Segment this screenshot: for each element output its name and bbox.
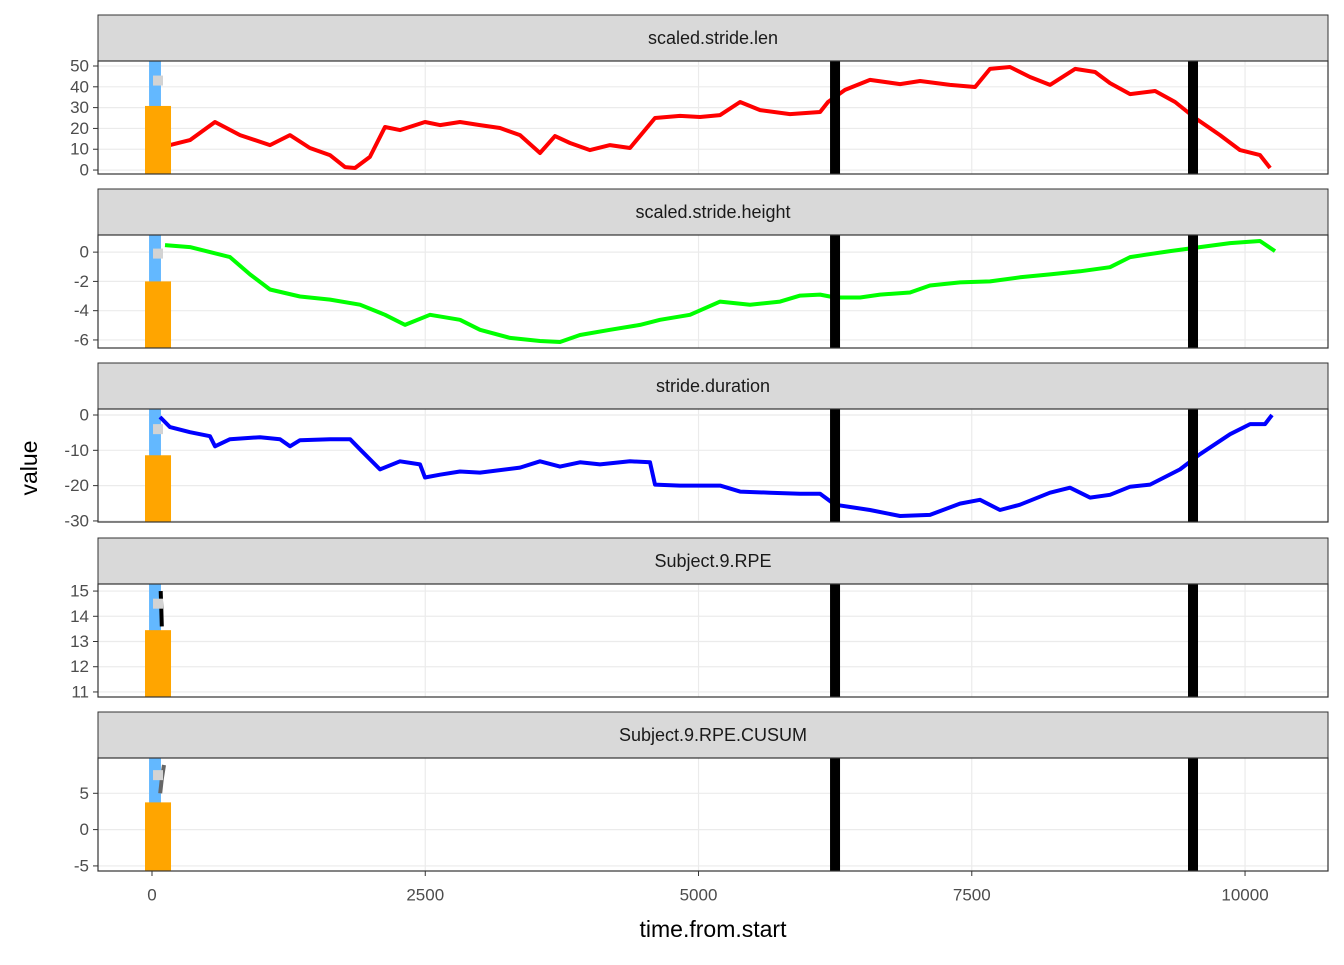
y-tick-label: 40 [70,77,89,96]
bar [145,105,172,174]
panel-background [98,235,1328,348]
x-tick-label: 2500 [406,885,444,904]
point [153,598,164,609]
y-tick-label: -30 [64,511,89,530]
y-tick-label: -20 [64,476,89,495]
strip-label: Subject.9.RPE.CUSUM [619,725,807,745]
y-tick-label: 10 [70,140,89,159]
y-tick-label: -6 [74,330,89,349]
data-line [164,239,1277,344]
y-tick-label: -4 [74,301,89,320]
y-tick-label: -10 [64,441,89,460]
y-tick-label: -5 [74,856,89,875]
y-tick-label: 13 [70,632,89,651]
strip-background [97,188,1329,236]
point [153,75,164,86]
point [153,770,164,781]
strip-background [97,711,1329,759]
y-tick-label: 11 [71,682,89,701]
x-tick-label: 0 [147,885,156,904]
panel-background [98,584,1328,697]
y-tick-label: 0 [80,161,89,180]
panel-border [97,583,1329,698]
strip-label: scaled.stride.len [648,28,778,48]
y-tick-label: 14 [70,607,89,626]
point [153,248,164,259]
y-tick-label: 0 [80,405,89,424]
data-line [158,413,1274,518]
point [153,424,164,435]
panel-background [98,758,1328,871]
y-tick-label: 50 [70,56,89,75]
bar [145,455,172,522]
strip-background [97,14,1329,62]
x-tick-label: 7500 [953,885,991,904]
y-tick-label: 12 [70,657,89,676]
y-tick-label: 5 [80,784,89,803]
bar [145,630,172,697]
bar [145,281,172,348]
panel-border [97,234,1329,349]
data-line [158,591,164,627]
y-tick-label: 0 [80,243,89,262]
y-tick-label: 15 [70,582,89,601]
data-line [169,65,1272,170]
strip-label: stride.duration [656,376,770,396]
strip-background [97,537,1329,585]
x-tick-label: 10000 [1221,885,1268,904]
y-tick-label: 30 [70,98,89,117]
strip-label: scaled.stride.height [635,202,790,222]
y-tick-label: 0 [80,820,89,839]
bar [145,802,172,871]
x-axis-title: time.from.start [640,916,788,942]
strip-label: Subject.9.RPE [654,551,771,571]
panel-border [97,60,1329,175]
panel-border [97,757,1329,872]
x-tick-label: 5000 [680,885,718,904]
y-axis-title: value [16,441,42,496]
y-tick-label: -2 [74,272,89,291]
y-tick-label: 20 [70,119,89,138]
panel-background [98,409,1328,522]
strip-background [97,362,1329,410]
panel-border [97,408,1329,523]
